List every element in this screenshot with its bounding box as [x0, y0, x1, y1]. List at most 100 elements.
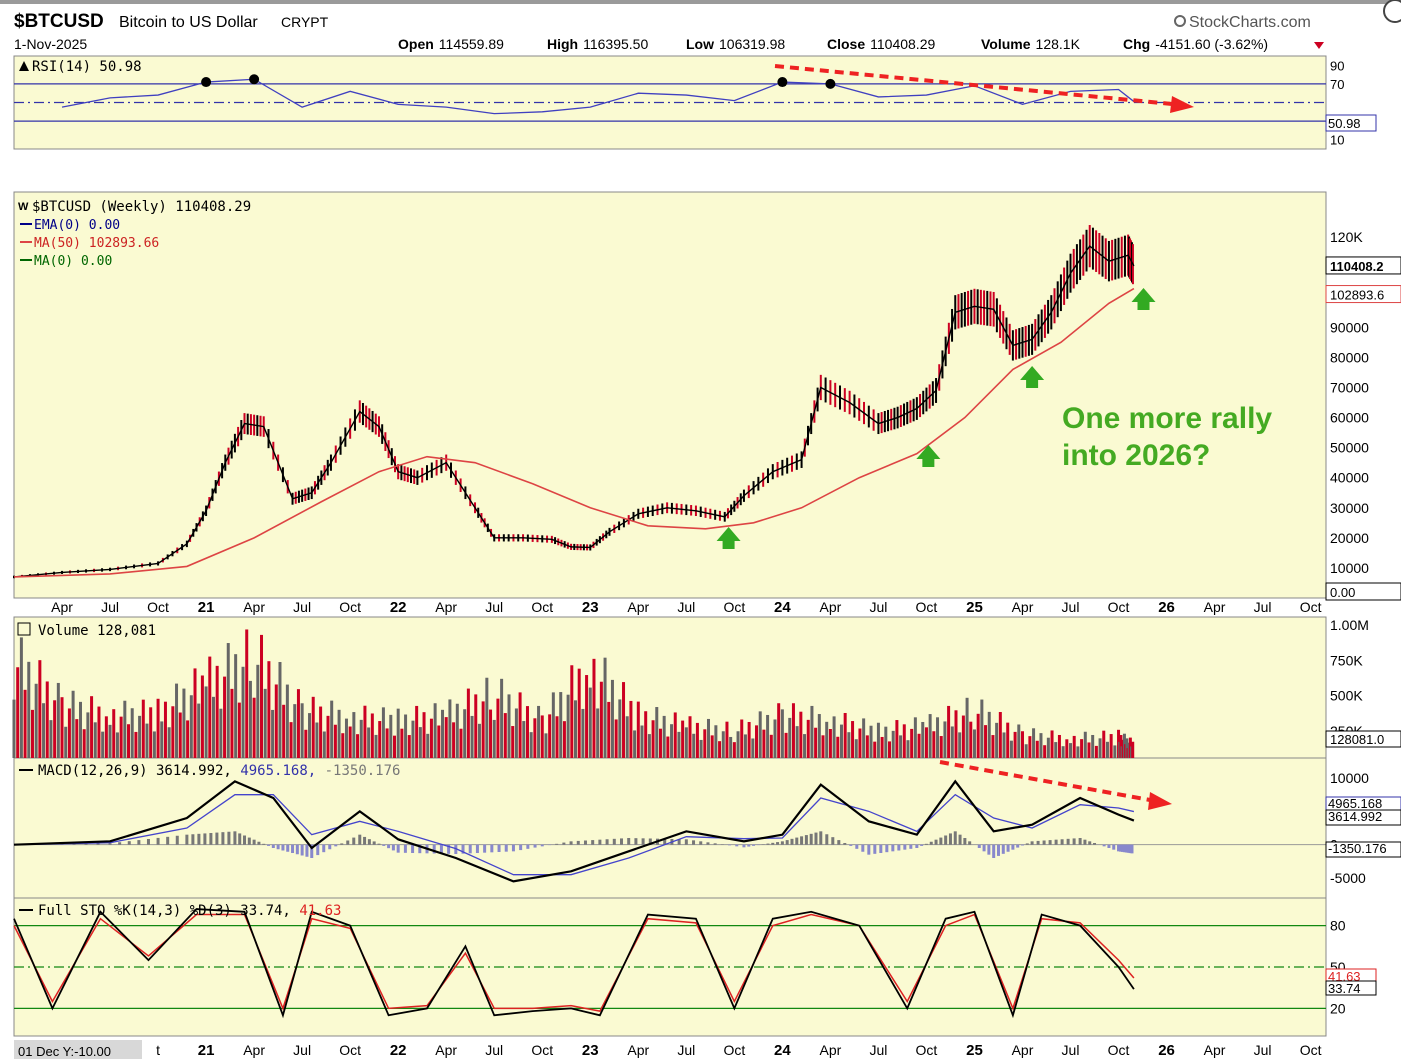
volume-bar	[1118, 741, 1122, 758]
volume-bar	[145, 723, 149, 758]
macd-line	[13, 779, 1135, 883]
macd-histogram-bar	[367, 839, 371, 845]
volume-bar	[706, 718, 710, 758]
rsi-trend-dashed-arrow	[774, 64, 1173, 106]
volume-bar	[666, 736, 670, 758]
brand-logo-icon	[1174, 15, 1186, 27]
volume-bar	[337, 709, 341, 758]
macd-histogram-bar	[310, 844, 314, 858]
macd-histogram-bar	[1006, 844, 1010, 852]
x-axis-label: Jul	[869, 599, 887, 615]
macd-histogram-bar	[953, 831, 957, 845]
rsi-overbought-point	[249, 74, 260, 85]
volume-bar	[548, 714, 552, 758]
volume-bar	[219, 708, 223, 758]
volume-bar	[972, 729, 976, 758]
volume-bar	[415, 705, 419, 758]
change-down-icon	[1314, 42, 1324, 49]
macd-histogram-bar	[108, 843, 112, 845]
stoch-y-tick-label: 20	[1330, 1000, 1346, 1016]
volume-bar	[1109, 734, 1113, 758]
macd-histogram-bar	[166, 836, 170, 845]
volume-bar	[175, 683, 179, 758]
macd-histogram-bar	[728, 844, 732, 846]
volume-bar	[186, 720, 190, 758]
macd-histogram-bar	[300, 844, 304, 856]
volume-bar	[53, 700, 57, 758]
volume-bar	[248, 680, 252, 758]
macd-histogram-bar	[663, 838, 667, 845]
volume-bar	[995, 722, 999, 758]
macd-histogram-bar	[334, 844, 338, 847]
macd-histogram-bar	[1130, 844, 1134, 854]
volume-bar	[130, 708, 134, 758]
volume-bar	[1028, 736, 1032, 758]
macd-histogram-bar	[909, 844, 913, 849]
macd-histogram-bar	[903, 844, 907, 850]
ma50-line	[13, 287, 1135, 578]
volume-bar	[610, 679, 614, 758]
volume-bar	[452, 722, 456, 758]
volume-bar	[156, 698, 160, 758]
volume-bar	[82, 729, 86, 758]
volume-bar	[93, 722, 97, 758]
volume-bar	[984, 725, 988, 758]
macd-histogram-bar	[175, 835, 179, 845]
macd-histogram-bar	[540, 844, 544, 847]
x-axis-label-bottom: Oct	[916, 1042, 938, 1058]
volume-bar	[803, 734, 807, 758]
macd-histogram-bar	[861, 844, 865, 852]
price-y-tick-label: 90000	[1330, 319, 1369, 335]
macd-histogram-bar	[227, 831, 231, 845]
macd-histogram-bar	[948, 833, 952, 845]
volume-bar	[112, 709, 116, 758]
volume-bar	[441, 709, 445, 758]
x-axis-label: Jul	[293, 599, 311, 615]
volume-bar	[1128, 737, 1132, 758]
volume-bar	[359, 719, 363, 758]
volume-y-tick-label: 1.00M	[1330, 617, 1369, 633]
volume-bar	[459, 728, 463, 758]
macd-histogram-bar	[1126, 844, 1130, 853]
green-up-arrow-icon	[716, 527, 741, 549]
ohlc-line: Open 114559.89 High 116395.50 Low 106319.98…	[398, 36, 1268, 52]
volume-bar	[681, 720, 685, 758]
macd-histogram-bar	[1036, 840, 1040, 845]
macd-histogram-bar	[929, 841, 933, 845]
volume-bar	[463, 709, 467, 758]
volume-bar	[208, 656, 212, 758]
macd-histogram-bar	[1078, 838, 1082, 845]
close-icon[interactable]	[1383, 0, 1401, 23]
macd-histogram-bar	[800, 836, 804, 845]
stoch-title: Full STO %K(14,3) %D(3) 33.74, 41.63	[38, 903, 341, 919]
x-axis-label: 21	[198, 599, 215, 616]
macd-histogram-bar	[598, 839, 602, 845]
exchange-label: CRYPT	[281, 14, 329, 30]
macd-histogram-bar	[843, 843, 847, 845]
volume-bar	[788, 717, 792, 758]
volume-bar	[230, 688, 234, 758]
volume-bar	[215, 665, 219, 758]
macd-histogram-bar	[562, 842, 566, 845]
price-y-tick-label: 70000	[1330, 379, 1369, 395]
macd-histogram-bar	[855, 844, 859, 849]
macd-histogram-bar	[490, 844, 494, 853]
volume-bar	[1043, 745, 1047, 758]
volume-bar	[474, 694, 478, 758]
volume-bar	[817, 714, 821, 758]
volume-bar	[1122, 733, 1126, 758]
volume-bar	[1105, 741, 1109, 758]
volume-bar	[1083, 731, 1087, 758]
volume-bar	[673, 712, 677, 758]
rsi-value-tag: 50.98	[1328, 116, 1361, 131]
volume-bar	[762, 729, 766, 758]
macd-histogram-bar	[879, 844, 883, 853]
macd-histogram-bar	[934, 839, 938, 845]
volume-bar	[300, 703, 304, 758]
macd-histogram-bar	[267, 844, 271, 846]
volume-bar	[296, 689, 300, 758]
x-axis-label: Jul	[1062, 599, 1080, 615]
x-axis-label-bottom: Apr	[1012, 1042, 1034, 1058]
volume-bar	[1032, 728, 1036, 758]
